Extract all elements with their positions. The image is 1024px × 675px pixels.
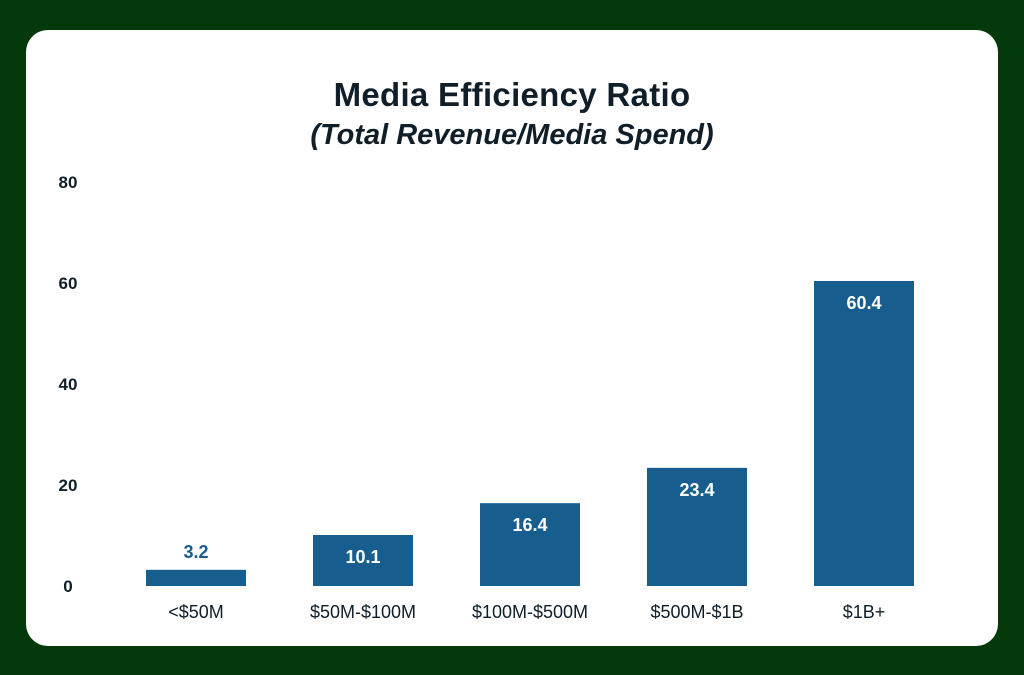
bar-1 [313, 534, 413, 586]
x-axis-labels: <$50M $50M-$100M $100M-$500M $500M-$1B $1B+ [168, 602, 885, 622]
bars [146, 280, 914, 586]
y-tick-label: 0 [63, 577, 72, 596]
value-label: 10.1 [345, 547, 380, 567]
value-label: 23.4 [679, 480, 714, 500]
y-tick-label: 20 [59, 476, 78, 495]
x-tick-label: $1B+ [843, 602, 886, 622]
y-axis-ticks: 0 20 40 60 80 [59, 173, 78, 596]
bar-3 [647, 467, 747, 586]
y-tick-label: 60 [59, 274, 78, 293]
chart-subtitle: (Total Revenue/Media Spend) [310, 119, 714, 151]
value-label: 60.4 [846, 293, 881, 313]
bar-4 [814, 280, 914, 586]
x-tick-label: <$50M [168, 602, 224, 622]
chart-title: Media Efficiency Ratio [333, 76, 691, 113]
bar-2 [480, 503, 580, 586]
x-tick-label: $50M-$100M [310, 602, 416, 622]
x-tick-label: $100M-$500M [472, 602, 588, 622]
value-label: 16.4 [512, 515, 547, 535]
y-tick-label: 40 [59, 375, 78, 394]
chart-card: Media Efficiency Ratio (Total Revenue/Me… [26, 30, 998, 646]
bar-0 [146, 569, 246, 586]
x-tick-label: $500M-$1B [650, 602, 743, 622]
bar-chart: 0 20 40 60 80 3.2 10.1 16.4 23.4 60.4 <$50M $50M-… [59, 173, 914, 622]
value-label: 3.2 [183, 542, 208, 562]
value-labels: 3.2 10.1 16.4 23.4 60.4 [183, 293, 881, 567]
y-tick-label: 80 [59, 173, 78, 192]
